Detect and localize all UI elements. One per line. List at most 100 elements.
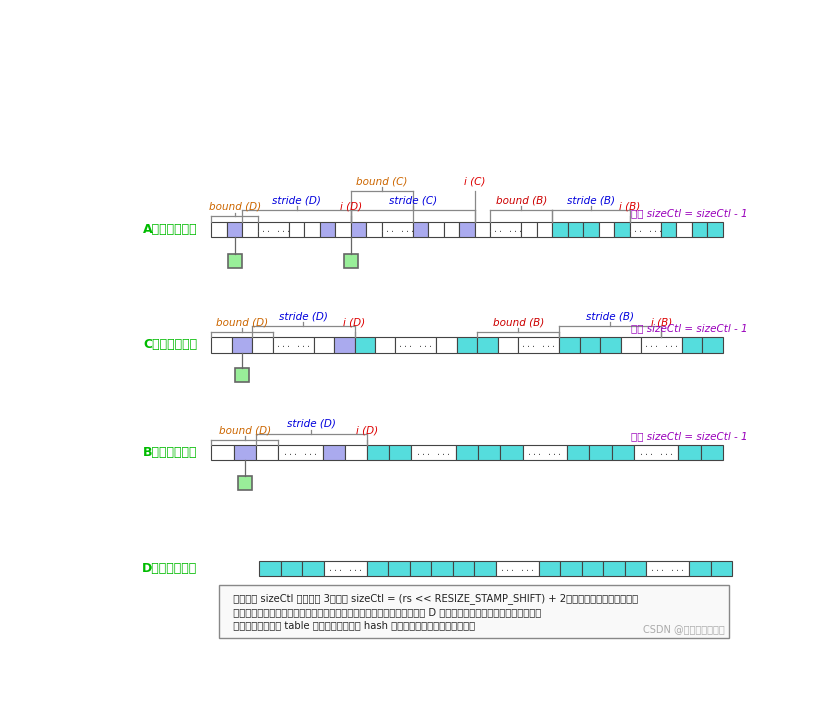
Text: bound (D): bound (D)	[219, 425, 271, 435]
Bar	[459, 222, 475, 237]
Text: 再次重新遍历整个 table 检查是否有遗漏的 hash 桶，有的话将其迁移到新数组。: 再次重新遍历整个 table 检查是否有遗漏的 hash 桶，有的话将其迁移到新…	[227, 621, 475, 631]
Bar	[227, 222, 242, 237]
Text: bound (B): bound (B)	[493, 318, 544, 327]
Bar	[289, 222, 304, 237]
Text: ... ...: ... ...	[499, 564, 534, 573]
Bar	[375, 337, 396, 352]
Bar	[456, 445, 478, 460]
Text: i (B): i (B)	[650, 318, 672, 327]
Bar	[234, 445, 256, 460]
Bar	[351, 222, 367, 237]
Bar	[615, 222, 630, 237]
Bar	[219, 585, 729, 637]
Bar	[711, 560, 732, 576]
Text: ... ...: ... ...	[528, 448, 563, 457]
Bar	[560, 560, 582, 576]
Bar	[521, 222, 537, 237]
Bar	[584, 222, 599, 237]
Bar	[211, 445, 234, 460]
Bar	[457, 337, 478, 352]
Bar	[260, 560, 281, 576]
Text: bound (C): bound (C)	[357, 176, 407, 186]
Bar	[367, 445, 389, 460]
Bar	[278, 445, 322, 460]
Bar	[701, 445, 723, 460]
Bar	[603, 560, 625, 576]
Text: ... ...: ... ...	[283, 448, 318, 457]
Text: stride (B): stride (B)	[586, 311, 635, 321]
Bar	[367, 560, 388, 576]
Bar	[590, 445, 611, 460]
Text: D线程迁移完成: D线程迁移完成	[142, 562, 197, 575]
Bar	[382, 222, 412, 237]
Text: stride (B): stride (B)	[567, 196, 615, 206]
Bar	[682, 337, 702, 352]
Bar	[620, 337, 641, 352]
Text: ... ...: ... ...	[628, 225, 663, 234]
Bar	[367, 222, 382, 237]
Bar	[302, 560, 324, 576]
Bar	[634, 445, 678, 460]
Text: i (D): i (D)	[343, 318, 366, 327]
Bar	[304, 222, 320, 237]
Bar	[322, 445, 345, 460]
Bar	[235, 368, 249, 382]
Bar	[600, 337, 620, 352]
Text: stride (D): stride (D)	[272, 196, 321, 206]
Bar	[389, 445, 412, 460]
Text: bound (D): bound (D)	[209, 202, 261, 212]
Text: ... ...: ... ...	[256, 225, 291, 234]
Text: i (C): i (C)	[464, 176, 485, 186]
Bar	[410, 560, 432, 576]
Text: 这个时候 sizeCtl 总共减了 3，所以 sizeCtl = (rs << RESIZE_STAMP_SHIFT) + 2，也就是最开始设置的基数: 这个时候 sizeCtl 总共减了 3，所以 sizeCtl = (rs << …	[227, 593, 638, 604]
Text: B线程迁移完成: B线程迁移完成	[143, 447, 197, 459]
Bar	[478, 445, 500, 460]
Bar	[258, 222, 289, 237]
Bar	[211, 337, 232, 352]
Bar	[344, 254, 358, 268]
Bar	[474, 560, 496, 576]
Text: ... ...: ... ...	[639, 448, 674, 457]
Bar	[412, 222, 428, 237]
Text: CSDN @为人师表好少年: CSDN @为人师表好少年	[644, 624, 725, 634]
Bar	[320, 222, 336, 237]
Text: 设置 sizeCtl = sizeCtl - 1: 设置 sizeCtl = sizeCtl - 1	[631, 431, 747, 442]
Bar	[498, 337, 519, 352]
Bar	[388, 560, 410, 576]
Text: stride (C): stride (C)	[389, 196, 437, 206]
Text: bound (B): bound (B)	[496, 196, 547, 206]
Bar	[273, 337, 314, 352]
Bar	[567, 445, 590, 460]
Bar	[552, 222, 568, 237]
Text: ... ...: ... ...	[380, 225, 415, 234]
Bar	[432, 560, 453, 576]
Bar	[641, 337, 682, 352]
Bar	[537, 222, 552, 237]
Bar	[453, 560, 474, 576]
Bar	[568, 222, 584, 237]
Bar	[478, 337, 498, 352]
Bar	[238, 476, 251, 489]
Bar	[437, 337, 457, 352]
Bar	[314, 337, 334, 352]
Bar	[228, 254, 241, 268]
Bar	[345, 445, 367, 460]
Text: i (D): i (D)	[356, 425, 378, 435]
Text: 设置 sizeCtl = sizeCtl - 1: 设置 sizeCtl = sizeCtl - 1	[631, 323, 747, 334]
Bar	[599, 222, 615, 237]
Text: i (D): i (D)	[340, 202, 362, 212]
Bar	[519, 337, 559, 352]
Bar	[396, 337, 437, 352]
Bar	[689, 560, 711, 576]
Text: ... ...: ... ...	[650, 564, 686, 573]
Bar	[559, 337, 579, 352]
Bar	[444, 222, 459, 237]
Bar	[496, 560, 539, 576]
Bar	[523, 445, 567, 460]
Bar	[582, 560, 603, 576]
Bar	[678, 445, 701, 460]
Bar	[490, 222, 521, 237]
Bar	[692, 222, 707, 237]
Bar	[539, 560, 560, 576]
Text: ... ...: ... ...	[521, 341, 556, 349]
